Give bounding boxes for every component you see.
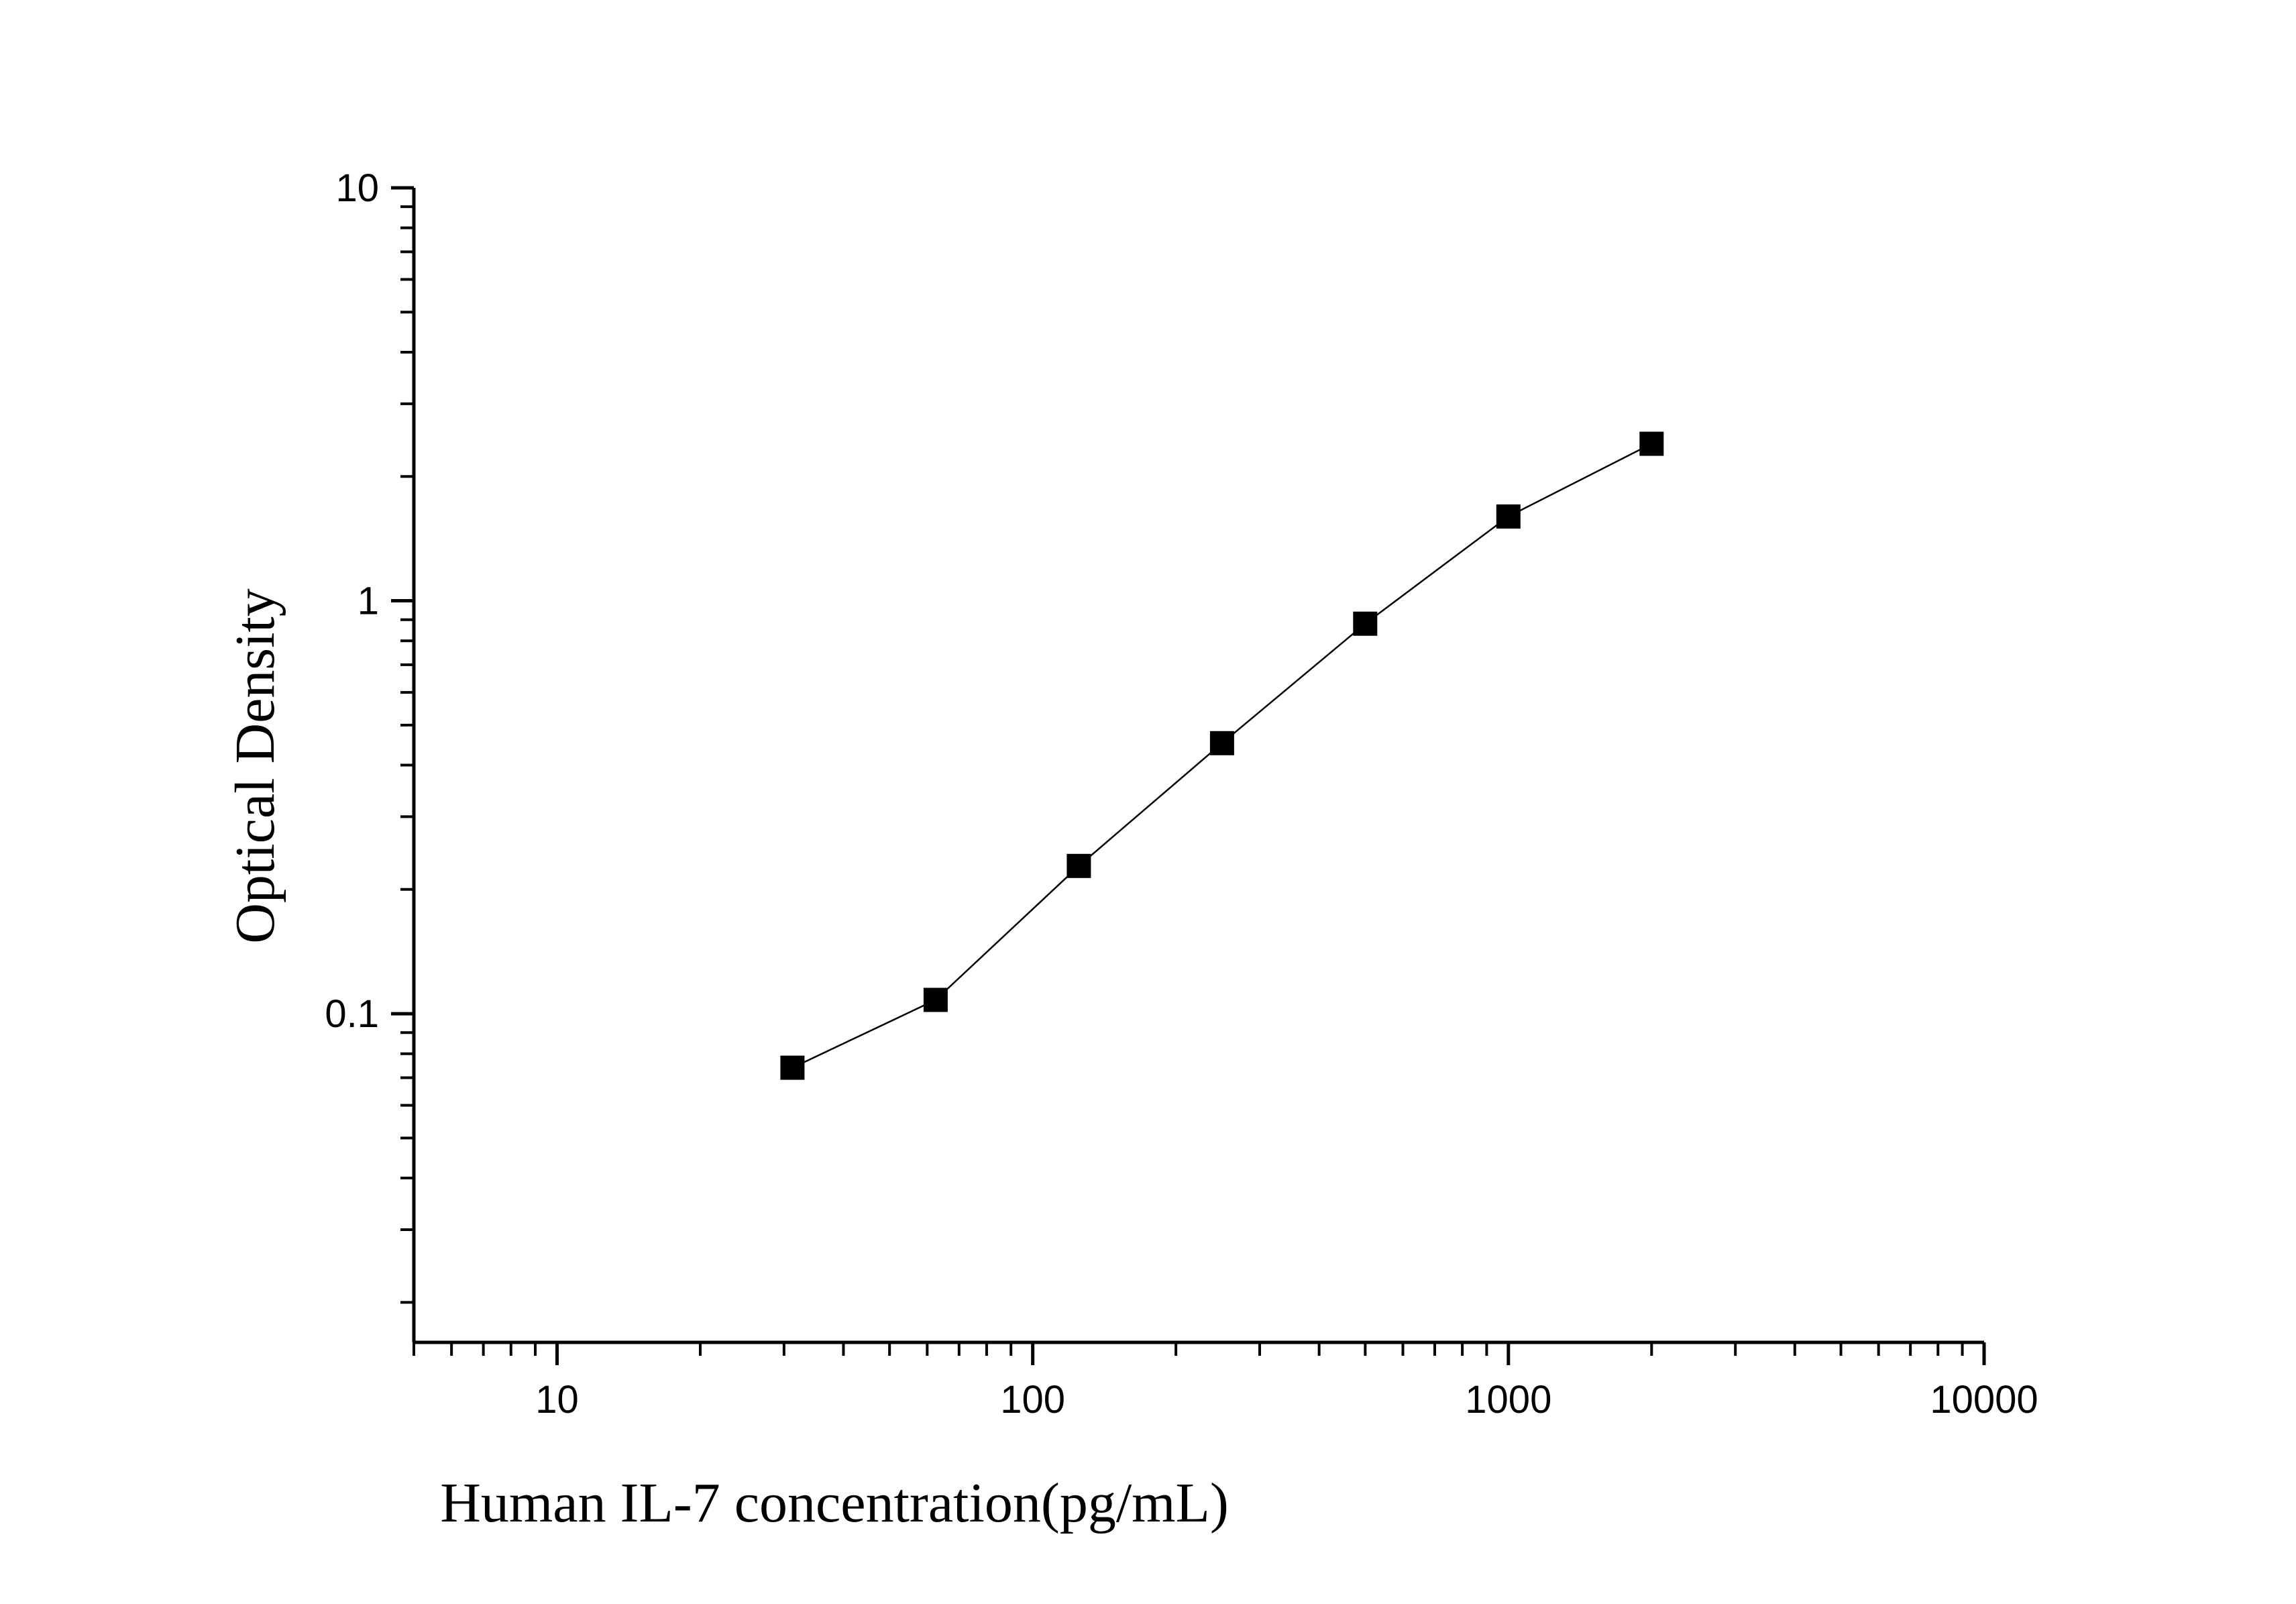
data-point-marker [1067,853,1091,878]
y-axis-title: Optical Density [224,588,286,944]
x-axis-title: Human IL-7 concentration(pg/mL) [440,1472,1229,1534]
ticks: 10 100 1000 10000 0.1 1 10 [325,166,2038,1422]
y-tick-label: 1 [358,580,379,623]
data-point-marker [923,987,948,1012]
x-tick-label: 100 [1000,1378,1065,1422]
x-tick-label: 10000 [1930,1378,2038,1422]
data-point-marker [1209,731,1234,755]
data-point-marker [1496,504,1521,529]
y-tick-label: 0.1 [325,992,379,1036]
series [780,431,1664,1080]
y-tick-label: 10 [335,166,379,210]
data-point-marker [1353,611,1378,636]
axes [412,188,1984,1344]
data-point-marker [780,1055,805,1080]
x-tick-label: 1000 [1465,1378,1551,1422]
data-point-marker [1639,431,1664,456]
x-tick-label: 10 [535,1378,579,1422]
series-line [791,443,1652,1069]
